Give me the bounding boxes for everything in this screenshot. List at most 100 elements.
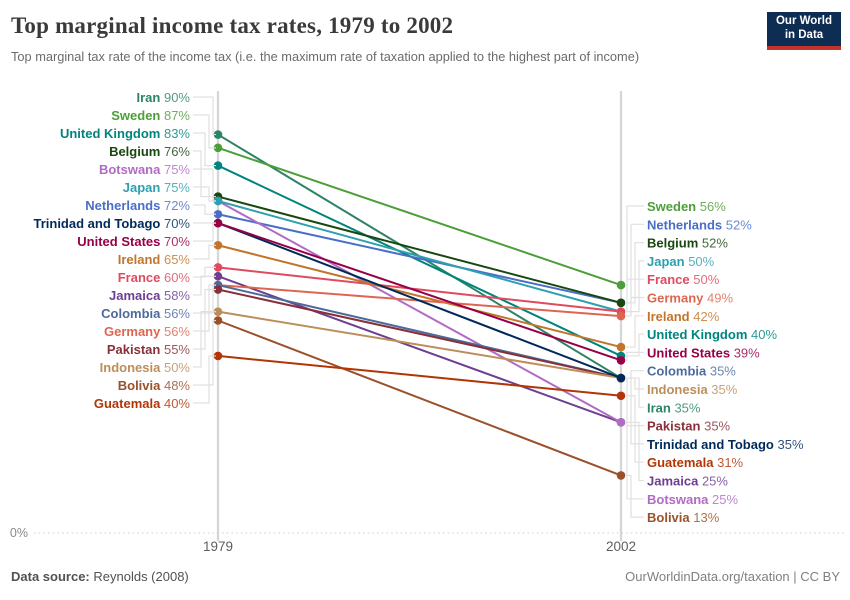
- slope-line-trinidad-and-tobago[interactable]: [217, 222, 622, 379]
- label-botswana-1979[interactable]: Botswana 75%: [99, 162, 190, 177]
- connector-ireland-right: [625, 315, 644, 348]
- slope-line-japan[interactable]: [217, 200, 622, 313]
- label-guatemala-2002[interactable]: Guatemala 31%: [647, 455, 744, 470]
- dot-jamaica-1979[interactable]: [213, 271, 223, 281]
- dot-united-states-1979[interactable]: [213, 218, 223, 228]
- y-axis-zero-label: 0%: [10, 526, 28, 540]
- connector-united-kingdom-right: [625, 333, 644, 357]
- connector-botswana-right: [625, 421, 644, 500]
- label-germany-1979[interactable]: Germany 56%: [104, 324, 190, 339]
- label-jamaica-2002[interactable]: Jamaica 25%: [647, 473, 728, 488]
- slope-line-indonesia[interactable]: [217, 310, 622, 380]
- label-bolivia-1979[interactable]: Bolivia 48%: [118, 378, 191, 393]
- label-united-states-2002[interactable]: United States 39%: [647, 345, 760, 360]
- dot-ireland-2002[interactable]: [616, 342, 626, 352]
- label-iran-1979[interactable]: Iran 90%: [137, 90, 191, 105]
- connector-trinidad-and-tobago-right: [625, 377, 644, 445]
- label-jamaica-1979[interactable]: Jamaica 58%: [109, 288, 190, 303]
- dot-france-1979[interactable]: [213, 263, 223, 272]
- connector-indonesia-left: [193, 311, 216, 368]
- connector-belgium-right: [625, 242, 644, 304]
- label-belgium-1979[interactable]: Belgium 76%: [109, 144, 190, 159]
- dot-netherlands-1979[interactable]: [213, 209, 223, 219]
- dot-belgium-2002[interactable]: [616, 298, 626, 308]
- slope-line-bolivia[interactable]: [217, 319, 622, 477]
- label-france-1979[interactable]: France 60%: [118, 270, 191, 285]
- connector-sweden-left: [193, 114, 216, 149]
- dot-united-kingdom-1979[interactable]: [213, 161, 223, 170]
- dot-ireland-1979[interactable]: [213, 240, 223, 250]
- label-united-states-1979[interactable]: United States 70%: [77, 234, 190, 249]
- dot-sweden-2002[interactable]: [616, 280, 626, 290]
- connector-jamaica-left: [193, 275, 216, 296]
- connector-bolivia-left: [193, 319, 216, 386]
- label-trinidad-and-tobago-2002[interactable]: Trinidad and Tobago 35%: [647, 436, 804, 451]
- connector-germany-right: [625, 296, 644, 317]
- label-colombia-1979[interactable]: Colombia 56%: [101, 306, 190, 321]
- label-iran-2002[interactable]: Iran 35%: [647, 400, 701, 415]
- label-pakistan-2002[interactable]: Pakistan 35%: [647, 418, 731, 433]
- connector-netherlands-left: [193, 204, 216, 215]
- slope-line-guatemala[interactable]: [217, 354, 622, 397]
- slope-line-ireland[interactable]: [217, 244, 622, 349]
- connector-france-right: [625, 278, 644, 313]
- dot-iran-1979[interactable]: [213, 130, 223, 139]
- dot-pakistan-1979[interactable]: [213, 285, 223, 294]
- label-guatemala-1979[interactable]: Guatemala 40%: [94, 396, 191, 411]
- owid-logo-line1: Our World: [775, 15, 832, 28]
- label-united-kingdom-1979[interactable]: United Kingdom 83%: [60, 126, 190, 141]
- owid-logo[interactable]: Our World in Data: [767, 12, 841, 50]
- dot-bolivia-1979[interactable]: [213, 316, 223, 325]
- slope-line-pakistan[interactable]: [217, 288, 622, 380]
- connector-iran-left: [193, 96, 216, 136]
- label-netherlands-1979[interactable]: Netherlands 72%: [85, 198, 190, 213]
- label-japan-2002[interactable]: Japan 50%: [647, 253, 715, 268]
- dot-trinidad-and-tobago-2002[interactable]: [616, 373, 626, 383]
- label-ireland-2002[interactable]: Ireland 42%: [647, 308, 720, 323]
- slope-line-france[interactable]: [217, 266, 622, 313]
- dot-botswana-2002[interactable]: [616, 418, 626, 427]
- slope-line-botswana[interactable]: [217, 200, 622, 424]
- dot-japan-1979[interactable]: [213, 196, 223, 206]
- connector-pakistan-left: [193, 288, 216, 350]
- dot-guatemala-2002[interactable]: [616, 391, 626, 401]
- label-france-2002[interactable]: France 50%: [647, 272, 720, 287]
- x-tick-2002: 2002: [606, 539, 636, 554]
- label-japan-1979[interactable]: Japan 75%: [123, 180, 191, 195]
- connector-japan-right: [625, 260, 644, 313]
- label-pakistan-1979[interactable]: Pakistan 55%: [107, 342, 191, 357]
- label-trinidad-and-tobago-1979[interactable]: Trinidad and Tobago 70%: [33, 216, 190, 231]
- dot-united-states-2002[interactable]: [616, 356, 626, 365]
- connector-colombia-right: [625, 370, 644, 379]
- connector-iran-right: [625, 377, 644, 408]
- label-ireland-1979[interactable]: Ireland 65%: [118, 252, 191, 267]
- label-indonesia-1979[interactable]: Indonesia 50%: [100, 360, 191, 375]
- label-netherlands-2002[interactable]: Netherlands 52%: [647, 217, 752, 232]
- connector-france-left: [193, 266, 216, 278]
- dot-germany-2002[interactable]: [616, 311, 626, 321]
- dot-indonesia-1979[interactable]: [213, 307, 223, 316]
- owid-logo-line2: in Data: [784, 29, 824, 41]
- dot-sweden-1979[interactable]: [213, 143, 223, 153]
- label-germany-2002[interactable]: Germany 49%: [647, 290, 733, 305]
- slope-line-sweden[interactable]: [217, 146, 622, 287]
- slope-line-united-kingdom[interactable]: [217, 164, 622, 357]
- label-botswana-2002[interactable]: Botswana 25%: [647, 491, 738, 506]
- connector-indonesia-right: [625, 377, 644, 390]
- slope-line-united-states[interactable]: [217, 222, 622, 362]
- label-sweden-2002[interactable]: Sweden 56%: [647, 199, 726, 214]
- attribution-link[interactable]: OurWorldinData.org/taxation | CC BY: [625, 569, 840, 584]
- dot-bolivia-2002[interactable]: [616, 471, 626, 480]
- label-bolivia-2002[interactable]: Bolivia 13%: [647, 510, 720, 525]
- label-united-kingdom-2002[interactable]: United Kingdom 40%: [647, 327, 777, 342]
- label-sweden-1979[interactable]: Sweden 87%: [111, 108, 190, 123]
- dot-guatemala-1979[interactable]: [213, 351, 223, 361]
- label-belgium-2002[interactable]: Belgium 52%: [647, 235, 728, 250]
- label-colombia-2002[interactable]: Colombia 35%: [647, 363, 736, 378]
- slope-line-belgium[interactable]: [217, 195, 622, 304]
- label-indonesia-2002[interactable]: Indonesia 35%: [647, 382, 738, 397]
- slope-line-netherlands[interactable]: [217, 213, 622, 304]
- data-source-value: Reynolds (2008): [93, 569, 189, 584]
